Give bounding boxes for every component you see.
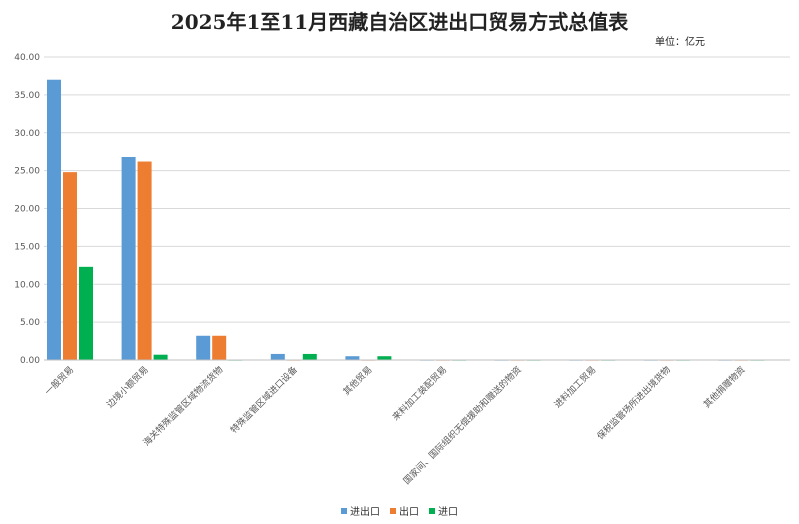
bar [153,354,168,360]
y-tick-label: 35.00 [14,91,40,101]
x-category-label: 来料加工装配贸易 [390,364,449,423]
x-category-label: 边境小额贸易 [104,364,151,411]
y-tick-label: 20.00 [14,205,40,215]
y-tick-label: 40.00 [14,53,40,63]
legend-label: 进口 [438,507,458,518]
bar [196,335,211,360]
legend-swatch [341,507,347,514]
chart-title: 2025年1至11月西藏自治区进出口贸易方式总值表 [170,10,629,34]
bar [121,156,136,360]
legend-swatch [429,507,435,514]
legend-swatch [390,507,396,514]
bar [79,266,93,360]
x-category-label: 其他捐赠物资 [701,364,748,411]
x-category-label: 进料加工贸易 [552,364,599,411]
legend-item: 进出口 [341,503,380,518]
x-category-label: 海关特殊监管区域物流货物 [140,364,225,449]
x-category-label: 特殊监管区域进口设备 [228,364,300,436]
y-tick-label: 25.00 [14,167,40,177]
legend-item: 出口 [390,503,419,518]
legend-label: 进出口 [350,507,380,518]
y-tick-label: 0.00 [20,356,40,366]
y-tick-label: 15.00 [14,242,40,252]
legend-item: 进口 [429,503,458,518]
bar [377,356,392,360]
y-tick-label: 5.00 [20,318,40,328]
legend: 进出口 出口 进口 [0,503,799,518]
bar [63,172,77,360]
x-category-label: 其他贸易 [341,364,375,398]
legend-label: 出口 [399,507,419,518]
bar [47,79,61,360]
x-category-label: 国家间、国际组织无偿援助和赠送的物资 [401,364,524,487]
x-category-label: 一般贸易 [42,364,76,398]
bar [302,353,317,360]
bar [137,161,152,360]
bar [345,356,360,360]
unit-label: 单位：亿元 [655,37,705,48]
bar [212,335,227,360]
y-tick-label: 30.00 [14,129,40,139]
y-tick-label: 10.00 [14,280,40,290]
bar [270,353,285,360]
x-category-label: 保税监管场所进出境货物 [594,364,672,442]
